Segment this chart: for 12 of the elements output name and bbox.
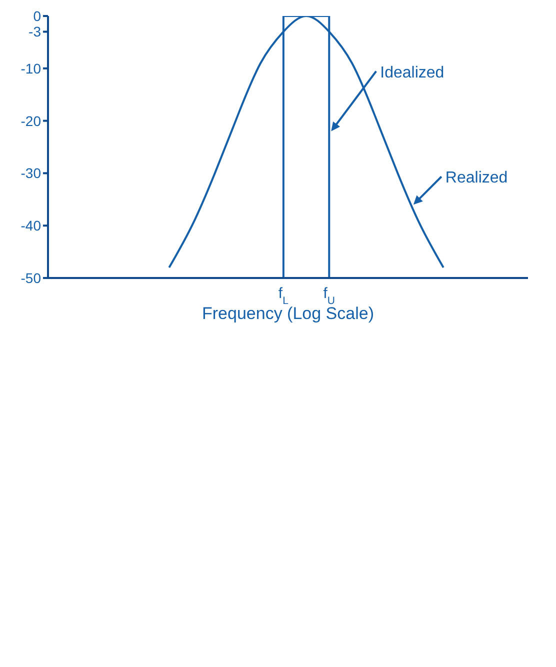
y-tick-label: -40 [20,218,42,234]
y-tick-label: -20 [20,112,42,129]
y-tick-label: -50 [20,270,42,286]
x-tick-label: f$_{L}$ [278,285,289,307]
y-tick-label: 0 [33,8,42,24]
annotation: Realized [445,170,508,187]
annotation: Idealized [380,64,444,82]
y-tick-label: -30 [20,165,42,182]
y-tick-label: -3 [28,24,42,40]
x-tick-label: f$_{U}$ [323,285,336,307]
x-axis-title: Frequency (Log Scale) [201,304,375,324]
y-tick-label: -10 [20,60,42,76]
